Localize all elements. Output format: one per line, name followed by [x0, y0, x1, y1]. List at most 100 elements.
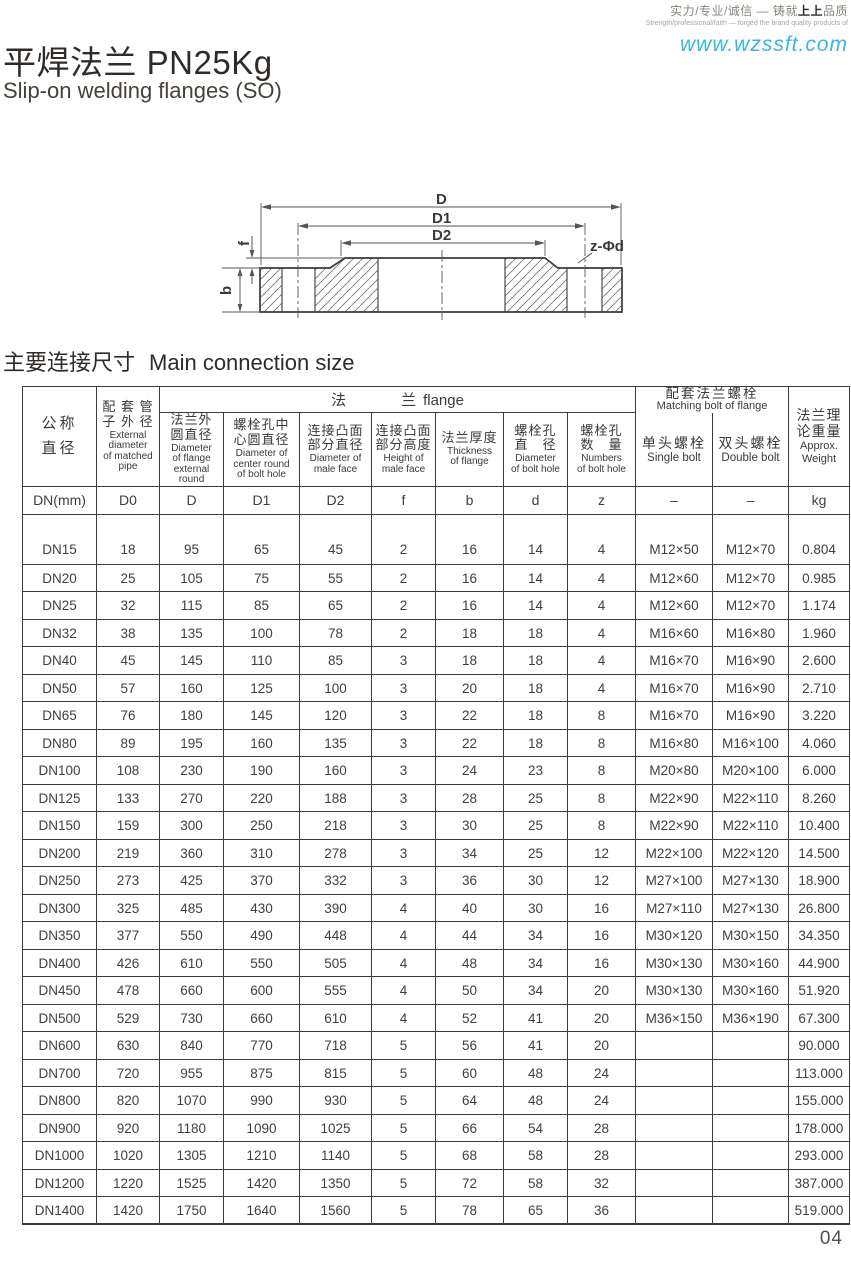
table-cell: 4	[566, 618, 637, 648]
table-cell: 20	[435, 673, 504, 703]
table-cell: 178.000	[788, 1113, 851, 1143]
table-cell: DN15	[22, 513, 97, 565]
table-cell: 3	[371, 838, 436, 868]
table-cell: 34	[503, 921, 568, 950]
table-cell: 218	[299, 811, 372, 840]
table-cell: M12×60	[635, 591, 714, 620]
group-header-flange: 法兰flange	[158, 386, 637, 413]
table-cell: 34	[503, 948, 568, 978]
table-cell: DN1400	[22, 1196, 97, 1226]
table-cell: 25	[96, 563, 160, 593]
flange-outline	[259, 257, 623, 313]
table-cell: 2	[371, 618, 436, 648]
table-cell: M22×100	[635, 838, 714, 868]
table-cell: 990	[223, 1086, 300, 1115]
table-cell: 38	[96, 618, 160, 648]
website-link[interactable]: www.wzssft.com	[679, 33, 848, 56]
table-cell: 1350	[299, 1168, 372, 1198]
table-cell: DN600	[22, 1031, 97, 1060]
table-cell: 1180	[159, 1113, 224, 1143]
table-row: DN80 89 195 160 135 3 22 18 8 M16×80 M16×100 4.060	[22, 728, 851, 758]
table-cell: 2	[371, 563, 436, 593]
table-cell: 0.804	[788, 513, 851, 565]
table-cell: 135	[299, 728, 372, 758]
table-cell: 52	[435, 1003, 504, 1033]
table-cell: M16×80	[635, 728, 714, 758]
table-cell: 485	[159, 893, 224, 923]
table-cell: 270	[159, 783, 224, 813]
table-cell: 630	[96, 1031, 160, 1060]
table-cell: 18	[503, 646, 568, 675]
table-cell: 1.960	[788, 618, 851, 648]
table-row: DN150 159 300 250 218 3 30 25 8 M22×90 M22×110 10.4…	[22, 811, 851, 840]
table-cell: 4	[566, 563, 637, 593]
table-cell: 67.300	[788, 1003, 851, 1033]
table-cell: 30	[503, 893, 568, 923]
table-cell: 36	[435, 866, 504, 895]
table-cell: 180	[159, 701, 224, 730]
table-cell: 115	[159, 591, 224, 620]
symbol-cell: z	[566, 485, 637, 515]
table-cell	[712, 1031, 790, 1060]
col-header-nominal-diameter: 公称 直径	[22, 386, 97, 487]
table-cell: 58	[503, 1168, 568, 1198]
table-cell: 3	[371, 866, 436, 895]
table-cell: 28	[566, 1141, 637, 1170]
table-cell: 2	[371, 591, 436, 620]
table-cell: DN125	[22, 783, 97, 813]
table-row: DN400 426 610 550 505 4 48 34 16 M30×130 M30×160 44…	[22, 948, 851, 978]
table-cell: 332	[299, 866, 372, 895]
table-cell: 54	[503, 1113, 568, 1143]
table-cell: 41	[503, 1031, 568, 1060]
table-cell: 45	[299, 513, 372, 565]
table-cell: 4	[371, 893, 436, 923]
arrow	[611, 204, 621, 210]
table-cell: M16×90	[712, 673, 790, 703]
table-cell: DN200	[22, 838, 97, 868]
table-cell: M30×130	[635, 976, 714, 1005]
table-cell: 1640	[223, 1196, 300, 1226]
header-zh: 法兰理 论重量	[796, 407, 842, 440]
hatch-mid-left	[315, 258, 378, 312]
table-cell: 34.350	[788, 921, 851, 950]
table-cell: M30×150	[712, 921, 790, 950]
table-cell: 133	[96, 783, 160, 813]
table-row: DN1000 1020 1305 1210 1140 5 68 58 28 293.000	[22, 1141, 851, 1170]
table-cell: 16	[566, 893, 637, 923]
table-cell: 820	[96, 1086, 160, 1115]
table-cell	[712, 1058, 790, 1088]
table-cell: 660	[159, 976, 224, 1005]
table-cell: DN80	[22, 728, 97, 758]
table-cell: M12×70	[712, 591, 790, 620]
table-cell: 4	[566, 513, 637, 565]
table-cell: 5	[371, 1058, 436, 1088]
table-row: DN15 18 95 65 45 2 16 14 4 M12×50 M12×70 0.804	[22, 513, 851, 565]
table-row: DN1400 1420 1750 1640 1560 5 78 65 36 519.000	[22, 1196, 851, 1226]
table-cell: 12	[566, 838, 637, 868]
table-cell: 145	[159, 646, 224, 675]
table-cell: 145	[223, 701, 300, 730]
table-cell: M27×100	[635, 866, 714, 895]
table-cell: 113.000	[788, 1058, 851, 1088]
table-cell: DN900	[22, 1113, 97, 1143]
group-en: Matching bolt of flange	[656, 400, 768, 413]
table-cell: 5	[371, 1031, 436, 1060]
table-cell: 36	[566, 1196, 637, 1226]
table-cell: 770	[223, 1031, 300, 1060]
table-cell	[712, 1168, 790, 1198]
table-cell	[635, 1113, 714, 1143]
header-zh: 螺栓孔 数 量	[580, 422, 623, 453]
table-cell: 600	[223, 976, 300, 1005]
arrow	[237, 304, 243, 312]
table-cell	[712, 1086, 790, 1115]
table-cell: M22×90	[635, 811, 714, 840]
table-cell: DN1200	[22, 1168, 97, 1198]
table-cell: 2.600	[788, 646, 851, 675]
table-cell: M30×160	[712, 948, 790, 978]
table-cell: 44.900	[788, 948, 851, 978]
table-cell: 377	[96, 921, 160, 950]
table-cell: 610	[299, 1003, 372, 1033]
dim-label-D1: D1	[432, 210, 451, 227]
section-title-en: Main connection size	[149, 350, 355, 375]
table-cell: 160	[223, 728, 300, 758]
